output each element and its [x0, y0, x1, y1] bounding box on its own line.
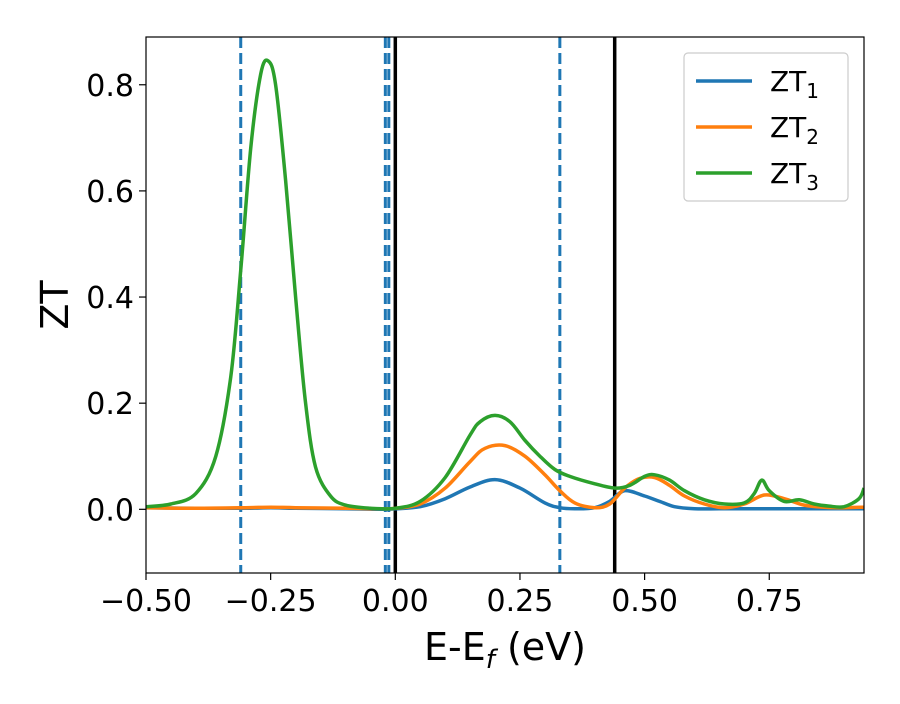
legend-box — [683, 52, 849, 202]
x-axis-label: E-Ef (eV) — [424, 625, 586, 675]
series-line-zt2 — [146, 443, 864, 511]
x-tick-label: 0.25 — [487, 584, 554, 619]
y-tick-label: 0.0 — [86, 493, 134, 528]
series-line-zt3 — [146, 58, 864, 511]
y-tick-label: 0.2 — [86, 387, 134, 422]
legend-label-zt2: ZT2 — [770, 111, 819, 149]
x-tick-label: 0.75 — [736, 584, 803, 619]
y-tick-label: 0.8 — [86, 69, 134, 104]
plot-frame — [145, 36, 865, 574]
x-tick-label: −0.25 — [225, 584, 317, 619]
x-tick-label: 0.50 — [611, 584, 678, 619]
x-tick-label: −0.50 — [100, 584, 192, 619]
legend-label-zt1: ZT1 — [770, 65, 819, 103]
series-lines — [146, 58, 864, 512]
x-axis-label-main: E-E — [424, 625, 486, 669]
y-axis-ticks: 0.0 0.2 0.4 0.6 0.8 — [86, 69, 146, 528]
y-tick-label: 0.4 — [86, 281, 134, 316]
y-axis-label: ZT — [33, 280, 77, 330]
reference-lines — [239, 37, 617, 573]
y-tick-label: 0.6 — [86, 175, 134, 210]
x-axis-label-unit: (eV) — [495, 625, 586, 669]
series-line-zt1 — [146, 477, 864, 512]
x-tick-label: 0.00 — [362, 584, 429, 619]
legend: ZT1 ZT2 ZT3 — [683, 52, 849, 202]
x-axis-ticks: −0.50 −0.25 0.00 0.25 0.50 0.75 — [100, 573, 803, 619]
legend-label-zt3: ZT3 — [770, 157, 819, 195]
